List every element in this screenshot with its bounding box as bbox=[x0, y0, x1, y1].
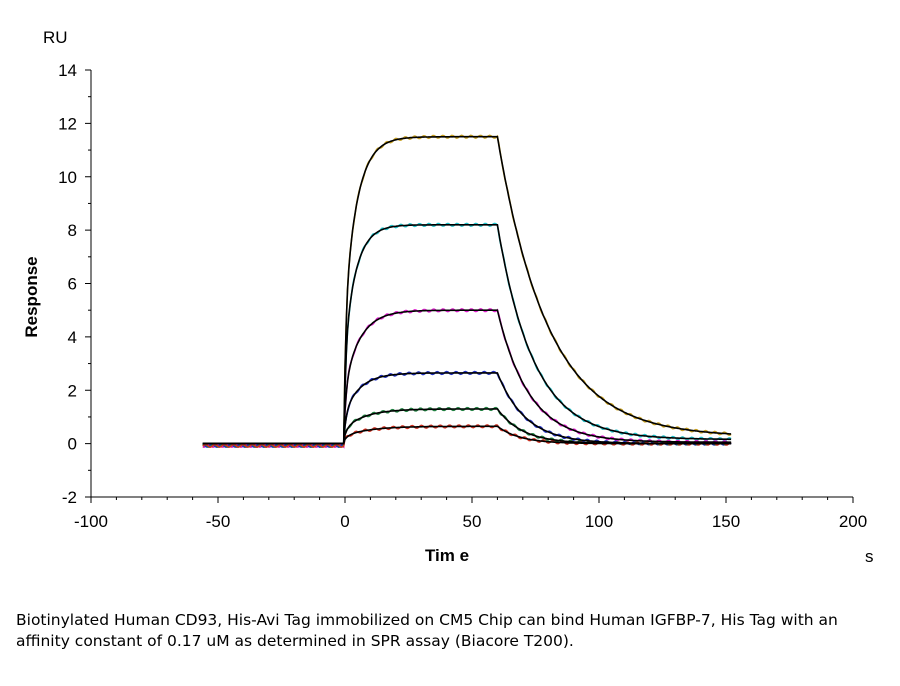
y-axis-title: Response bbox=[22, 256, 41, 337]
y-tick-label: 2 bbox=[68, 381, 77, 400]
x-tick-label: -100 bbox=[74, 512, 108, 531]
y-tick-label: 12 bbox=[58, 114, 77, 133]
y-tick-label: 0 bbox=[68, 435, 77, 454]
y-tick-label: 4 bbox=[68, 328, 77, 347]
x-axis-title: Tim e bbox=[425, 546, 469, 565]
y-tick-label: 10 bbox=[58, 168, 77, 187]
data-curve-1 bbox=[202, 134, 732, 449]
axes bbox=[90, 70, 853, 498]
y-tick-label: 14 bbox=[58, 61, 77, 80]
fit-curve-6 bbox=[202, 425, 732, 445]
x-tick-label: 0 bbox=[340, 512, 349, 531]
ticks: -2 0 2 4 6 8 10 12 14 -100 -50 0 50 100 150 200 bbox=[58, 61, 867, 531]
y-axis-unit: RU bbox=[43, 28, 68, 47]
y-tick-label: -2 bbox=[62, 488, 77, 507]
x-tick-label: 50 bbox=[463, 512, 482, 531]
fit-curve-1 bbox=[202, 135, 732, 445]
x-tick-label: 150 bbox=[712, 512, 740, 531]
x-tick-label: 100 bbox=[585, 512, 613, 531]
fit-curve-2 bbox=[202, 224, 732, 445]
y-tick-label: 8 bbox=[68, 221, 77, 240]
data-curve-2 bbox=[202, 222, 732, 448]
x-tick-label: 200 bbox=[839, 512, 867, 531]
sensorgram-chart: -2 0 2 4 6 8 10 12 14 -100 -50 0 50 100 150 200 Respons… bbox=[22, 28, 874, 566]
figure-caption: Biotinylated Human CD93, His-Avi Tag imm… bbox=[16, 611, 838, 650]
x-tick-label: -50 bbox=[206, 512, 231, 531]
x-axis-unit: s bbox=[865, 547, 874, 566]
y-tick-label: 6 bbox=[68, 275, 77, 294]
curves bbox=[202, 134, 732, 449]
